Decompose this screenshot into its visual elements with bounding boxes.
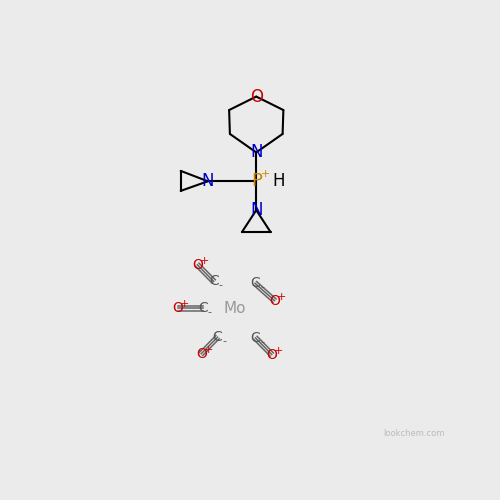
Text: -: - bbox=[208, 307, 212, 317]
Text: O: O bbox=[196, 347, 206, 361]
Text: C: C bbox=[250, 276, 260, 290]
Text: O: O bbox=[266, 348, 277, 362]
Text: C: C bbox=[250, 331, 260, 345]
Text: H: H bbox=[272, 172, 285, 190]
Text: C: C bbox=[209, 274, 218, 288]
Text: P: P bbox=[251, 172, 262, 190]
Text: N: N bbox=[202, 172, 214, 190]
Text: C: C bbox=[198, 302, 207, 316]
Text: +: + bbox=[277, 292, 286, 302]
Text: Mo: Mo bbox=[224, 301, 246, 316]
Text: O: O bbox=[269, 294, 280, 308]
Text: +: + bbox=[274, 346, 283, 356]
Text: -: - bbox=[260, 282, 264, 292]
Text: -: - bbox=[222, 336, 226, 346]
Text: +: + bbox=[204, 345, 213, 355]
Text: N: N bbox=[250, 144, 262, 162]
Text: -: - bbox=[260, 337, 264, 347]
Text: C: C bbox=[212, 330, 222, 344]
Text: O: O bbox=[192, 258, 203, 272]
Text: +: + bbox=[180, 300, 190, 310]
Text: O: O bbox=[250, 88, 263, 106]
Text: -: - bbox=[218, 280, 222, 290]
Text: N: N bbox=[250, 201, 262, 219]
Text: +: + bbox=[260, 168, 270, 178]
Text: lookchem.com: lookchem.com bbox=[383, 429, 444, 438]
Text: +: + bbox=[200, 256, 209, 266]
Text: O: O bbox=[172, 302, 184, 316]
